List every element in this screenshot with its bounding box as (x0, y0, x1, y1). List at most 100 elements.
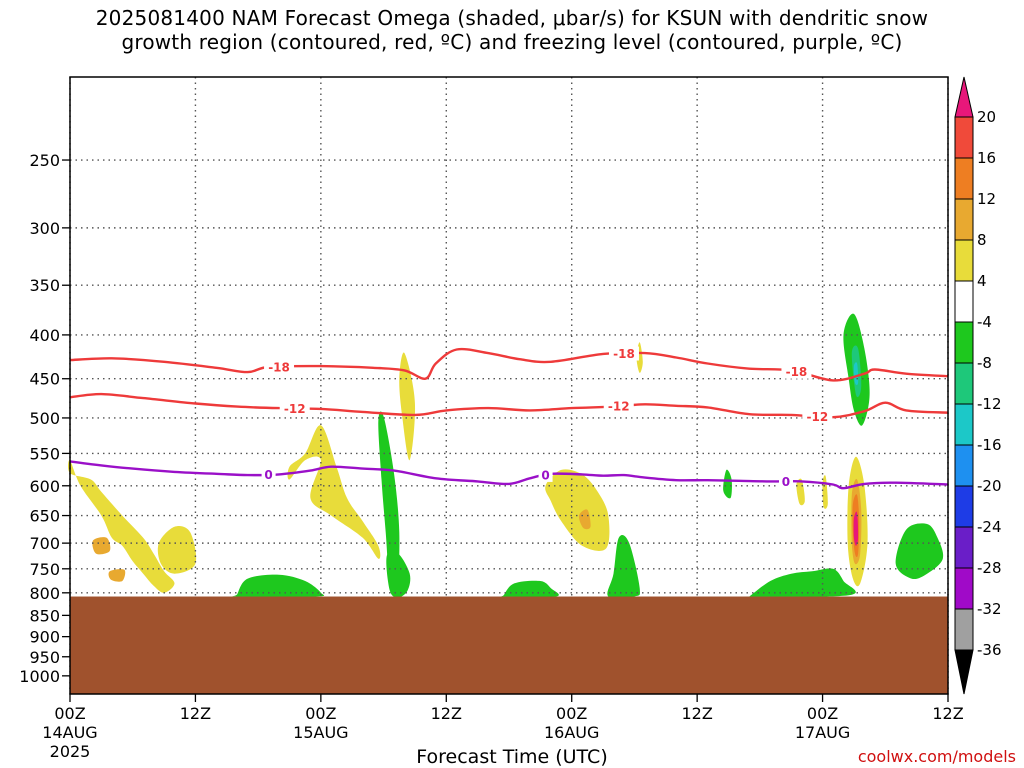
credit-link[interactable]: coolwx.com/models (857, 747, 1016, 766)
contour-label-bg (608, 346, 639, 361)
colorbar-bin (954, 280, 974, 323)
colorbar-label: -24 (977, 518, 1002, 536)
colorbar-label: -36 (977, 641, 1002, 659)
contour-label: -12 (608, 400, 630, 414)
x-tick-date: 15AUG (293, 723, 348, 742)
contour-label: 0 (782, 475, 790, 489)
colorbar-label: -20 (977, 477, 1002, 495)
x-tick-label: 00Z (556, 704, 587, 723)
chart-title: 2025081400 NAM Forecast Omega (shaded, μ… (0, 6, 1024, 54)
plot-border (69, 76, 949, 695)
contour-line (69, 460, 949, 490)
chart-title-line1: 2025081400 NAM Forecast Omega (shaded, μ… (95, 6, 929, 30)
contour-label-bg (603, 399, 634, 414)
colorbar-bin (954, 608, 974, 651)
colorbar-label: -16 (977, 436, 1002, 454)
y-tick-label: 700 (29, 534, 60, 553)
contour-label-bg (279, 401, 310, 416)
omega-region (822, 475, 828, 509)
x-tick-label: 12Z (681, 704, 712, 723)
colorbar-bin (954, 403, 974, 446)
colorbar-bin (954, 198, 974, 241)
contour-label: 0 (264, 468, 272, 482)
omega-region (499, 580, 559, 598)
colorbar-label: -4 (977, 313, 992, 331)
colorbar-bin (954, 362, 974, 405)
y-tick-label: 550 (29, 444, 60, 463)
colorbar-bin (954, 526, 974, 569)
omega-region (378, 411, 400, 593)
contour-label: -12 (807, 410, 829, 424)
x-tick-date: 17AUG (795, 723, 850, 742)
colorbar-label: 12 (977, 190, 996, 208)
x-tick-label: 00Z (807, 704, 838, 723)
x-tick-label: 00Z (305, 704, 336, 723)
x-tick-label: 12Z (932, 704, 963, 723)
colorbar-bin (954, 116, 974, 159)
contour-label-bg (264, 359, 295, 374)
x-tick-date: 16AUG (544, 723, 599, 742)
x-tick-year: 2025 (50, 742, 91, 761)
y-tick-label: 1000 (19, 667, 60, 686)
x-tick-label: 00Z (54, 704, 85, 723)
colorbar-bin (954, 321, 974, 364)
omega-region (92, 537, 111, 555)
omega-region (67, 459, 175, 593)
x-tick-date: 14AUG (42, 723, 97, 742)
chart-title-line2: growth region (contoured, red, ºC) and f… (121, 30, 903, 54)
plot-frame (69, 76, 949, 695)
y-tick-label: 800 (29, 584, 60, 603)
omega-region (399, 352, 416, 461)
y-tick-label: 250 (29, 151, 60, 170)
omega-region (607, 535, 640, 599)
contour-label: -12 (284, 402, 306, 416)
colorbar-bin (954, 239, 974, 282)
colorbar-label: 8 (977, 231, 987, 249)
omega-region (723, 469, 732, 499)
x-tick-label: 12Z (180, 704, 211, 723)
y-tick-label: 650 (29, 507, 60, 526)
colorbar-label: 20 (977, 108, 996, 126)
omega-region (741, 568, 856, 598)
colorbar-bin (954, 567, 974, 610)
colorbar-lower-extension (954, 649, 974, 695)
omega-region (545, 469, 610, 551)
omega-shading (67, 313, 944, 599)
terrain (70, 596, 948, 694)
contour-label: -18 (268, 360, 290, 374)
colorbar-label: -12 (977, 395, 1002, 413)
y-axis: 250 300 350 400 450 500 550 600 650 700 750 800 850 9… (19, 151, 70, 686)
y-tick-label: 500 (29, 409, 60, 428)
y-tick-label: 450 (29, 370, 60, 389)
y-tick-label: 400 (29, 326, 60, 345)
contour-line (69, 392, 949, 419)
y-tick-label: 900 (29, 628, 60, 647)
contour-label: 0 (541, 468, 549, 482)
y-tick-label: 350 (29, 276, 60, 295)
contour-label-bg (781, 364, 812, 379)
y-tick-label: 950 (29, 648, 60, 667)
x-tick-label: 12Z (431, 704, 462, 723)
y-tick-label: 750 (29, 560, 60, 579)
contour-label-bg (261, 467, 276, 482)
y-tick-label: 300 (29, 219, 60, 238)
colorbar-bin (954, 485, 974, 528)
y-tick-label: 600 (29, 477, 60, 496)
omega-region (108, 569, 126, 582)
x-axis-label: Forecast Time (UTC) (416, 746, 608, 768)
omega-region (287, 425, 381, 559)
colorbar-label: 16 (977, 149, 996, 167)
colorbar-label: -28 (977, 559, 1002, 577)
contour-label: -18 (613, 347, 635, 361)
colorbar-upper-extension (954, 76, 974, 118)
colorbar: 20 16 12 8 4 -4 -8 -12 -16 -20 -24 -28 -32 -36 (954, 76, 1002, 695)
y-tick-label: 850 (29, 606, 60, 625)
omega-region (231, 574, 325, 597)
omega-region (895, 523, 944, 580)
omega-region (157, 526, 197, 574)
omega-region (578, 509, 591, 530)
colorbar-label: -32 (977, 600, 1002, 618)
omega-region (386, 551, 411, 598)
contour-label-bg (802, 409, 833, 424)
